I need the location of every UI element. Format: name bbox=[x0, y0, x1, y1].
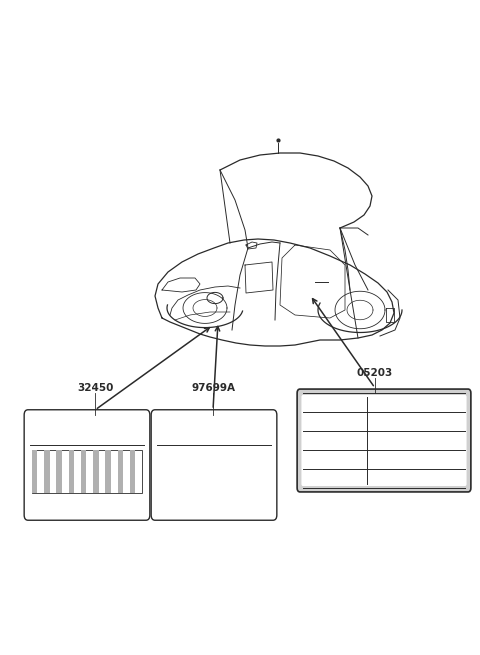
FancyBboxPatch shape bbox=[151, 410, 277, 520]
FancyBboxPatch shape bbox=[297, 389, 471, 492]
Text: 05203: 05203 bbox=[357, 368, 393, 378]
Bar bbox=[106, 450, 111, 493]
Text: 97699A: 97699A bbox=[191, 383, 235, 393]
Bar bbox=[118, 450, 123, 493]
Text: 32450: 32450 bbox=[77, 383, 113, 393]
FancyBboxPatch shape bbox=[24, 410, 150, 520]
Bar bbox=[81, 450, 86, 493]
Bar bbox=[69, 450, 74, 493]
Bar bbox=[32, 450, 142, 493]
Bar bbox=[32, 450, 37, 493]
Bar bbox=[93, 450, 99, 493]
FancyBboxPatch shape bbox=[301, 395, 467, 486]
Bar bbox=[44, 450, 49, 493]
Bar bbox=[130, 450, 135, 493]
Bar bbox=[56, 450, 62, 493]
